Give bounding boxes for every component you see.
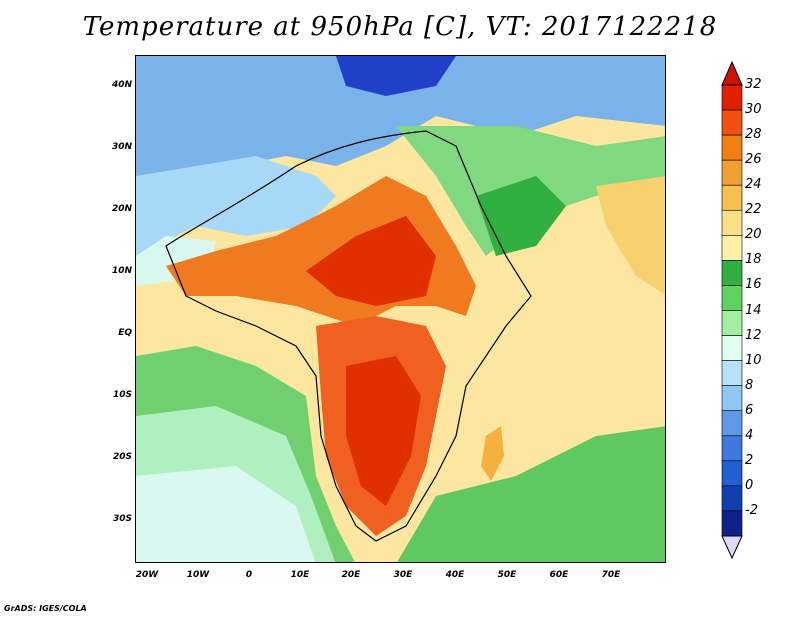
green-region-southindian — [397, 426, 665, 562]
colorbar-label: -2 — [745, 502, 758, 518]
colorbar-segment — [721, 134, 743, 161]
cool-region-southatlantic — [136, 466, 316, 562]
colorbar-segment — [721, 310, 743, 336]
y-tick-30N: 30N — [111, 142, 132, 152]
colorbar-label: 26 — [745, 152, 762, 168]
colorbar-segment — [721, 209, 743, 236]
y-tick-10S: 10S — [112, 390, 132, 400]
colorbar-label: 4 — [745, 427, 754, 443]
hottest-region-sahel — [306, 216, 436, 306]
hottest-region-south — [346, 356, 421, 506]
warm-region-india — [596, 176, 665, 295]
colorbar-label: 10 — [745, 352, 762, 368]
colorbar-segment — [721, 410, 743, 437]
y-tick-20N: 20N — [111, 204, 132, 214]
x-tick-40E: 40E — [445, 570, 465, 580]
colorbar-segment — [721, 510, 743, 537]
colorbar-label: 28 — [745, 127, 762, 143]
colorbar-label: 6 — [745, 402, 754, 418]
africa-coastline — [165, 130, 532, 542]
colorbar-label: 16 — [745, 277, 762, 293]
y-tick-40N: 40N — [111, 80, 132, 90]
colorbar-bottom-arrow — [721, 535, 743, 560]
colorbar-label: 32 — [745, 77, 762, 92]
x-tick-0: 0 — [245, 570, 253, 580]
y-tick-eq: EQ — [118, 328, 132, 338]
colorbar-label: 2 — [745, 452, 754, 468]
colorbar-top-arrow — [721, 60, 743, 86]
colorbar-segment — [721, 260, 743, 286]
colorbar-segment — [721, 285, 743, 311]
colorbar-label: 30 — [745, 102, 762, 118]
colorbar-segment — [721, 460, 743, 487]
x-tick-20W: 20W — [135, 570, 159, 580]
colorbar-segment — [721, 335, 743, 361]
colorbar-label: 8 — [745, 377, 754, 393]
colorbar-segment — [721, 84, 743, 111]
colorbar-segment — [721, 385, 743, 412]
colorbar-segment — [721, 360, 743, 386]
cool-region-sahara — [136, 156, 336, 256]
map-title: Temperature at 950hPa [C], VT: 201712221… — [82, 12, 718, 42]
colorbar-label: 14 — [745, 302, 762, 318]
madagascar-shape — [481, 426, 504, 481]
colorbar-segment — [721, 435, 743, 462]
temperature-map — [135, 55, 666, 563]
y-tick-10N: 10N — [111, 266, 132, 276]
green-region-arabia — [476, 176, 566, 256]
x-tick-50E: 50E — [497, 570, 517, 580]
colorbar-segment — [721, 109, 743, 136]
x-tick-10W: 10W — [186, 570, 210, 580]
y-tick-20S: 20S — [112, 452, 132, 462]
colorbar-label: 0 — [745, 477, 754, 493]
colorbar-label: 24 — [745, 177, 762, 193]
x-tick-30E: 30E — [393, 570, 413, 580]
x-tick-60E: 60E — [549, 570, 569, 580]
colorbar-segment — [721, 235, 743, 261]
colorbar-label: 12 — [745, 327, 762, 343]
colorbar-label: 22 — [745, 202, 762, 218]
colorbar-segment — [721, 184, 743, 211]
colorbar-label: 18 — [745, 252, 762, 268]
x-tick-10E: 10E — [290, 570, 310, 580]
x-tick-70E: 70E — [601, 570, 621, 580]
colorbar-segment — [721, 159, 743, 186]
colorbar-label: 20 — [745, 227, 762, 243]
cold-region-med — [336, 56, 456, 96]
y-tick-30S: 30S — [112, 514, 132, 524]
grads-credit: GrADS: IGES/COLA — [4, 604, 87, 613]
temperature-field — [136, 56, 665, 562]
x-tick-20E: 20E — [341, 570, 361, 580]
colorbar-segment — [721, 485, 743, 512]
